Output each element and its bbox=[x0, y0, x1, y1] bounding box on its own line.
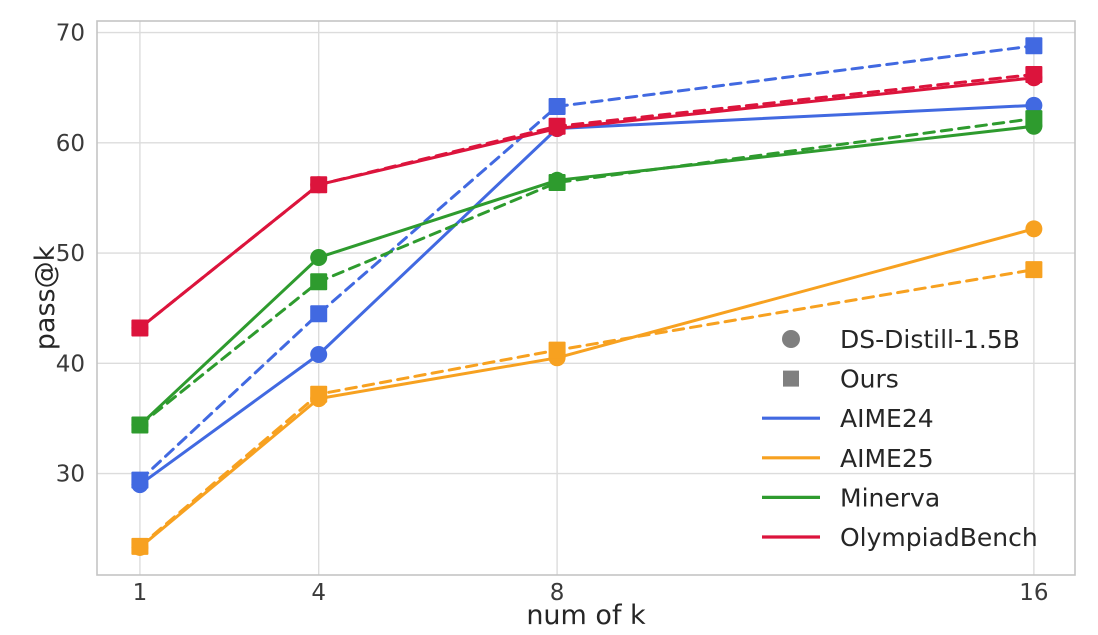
legend-label: Ours bbox=[840, 365, 899, 394]
marker-square-OlympiadBench bbox=[131, 319, 149, 337]
marker-square-OlympiadBench bbox=[310, 176, 328, 194]
marker-circle-Minerva bbox=[310, 248, 328, 266]
marker-square-Minerva bbox=[548, 174, 566, 192]
marker-square-OlympiadBench bbox=[548, 117, 566, 135]
marker-square-AIME24 bbox=[1025, 37, 1043, 55]
x-tick-label: 16 bbox=[1019, 580, 1048, 606]
y-tick-label: 70 bbox=[56, 21, 85, 47]
y-tick-label: 50 bbox=[56, 241, 85, 267]
series-line-Minerva-solid bbox=[138, 124, 1036, 427]
marker-square-AIME25 bbox=[310, 385, 328, 403]
plot-border bbox=[96, 20, 1076, 576]
y-tick-label: 60 bbox=[56, 131, 85, 157]
y-axis-label: pass@k bbox=[30, 245, 61, 350]
x-tick-label: 1 bbox=[133, 580, 148, 606]
legend-label: OlympiadBench bbox=[840, 523, 1038, 552]
legend-label: DS-Distill-1.5B bbox=[840, 325, 1020, 354]
series-line-AIME25-dashed bbox=[138, 268, 1036, 548]
x-tick-label: 4 bbox=[311, 580, 326, 606]
series-line-OlympiadBench-dashed bbox=[138, 72, 1036, 330]
x-tick-label: 8 bbox=[550, 580, 565, 606]
legend-square-marker bbox=[783, 370, 799, 387]
marker-square-Minerva bbox=[131, 416, 149, 434]
legend: DS-Distill-1.5B Ours AIME24 AIME25 Minerva Ol… bbox=[762, 325, 1038, 552]
marker-square-OlympiadBench bbox=[1025, 65, 1043, 83]
x-axis-label: num of k bbox=[526, 600, 646, 631]
marker-circle-AIME24 bbox=[1025, 96, 1043, 114]
series-line-Minerva-dashed bbox=[138, 117, 1036, 427]
marker-square-AIME25 bbox=[131, 537, 149, 555]
legend-label: AIME25 bbox=[840, 444, 934, 473]
tick-labels: 30 40 50 60 70 1 4 8 16 bbox=[56, 21, 1049, 606]
marker-square-AIME24 bbox=[310, 305, 328, 323]
series-line-OlympiadBench-solid bbox=[138, 76, 1036, 330]
marker-square-AIME24 bbox=[548, 97, 566, 115]
legend-circle-marker bbox=[782, 330, 800, 348]
marker-circle-AIME24 bbox=[310, 346, 328, 364]
series-line-AIME24-dashed bbox=[138, 44, 1036, 482]
marker-square-AIME25 bbox=[548, 341, 566, 359]
marker-circle-AIME25 bbox=[1025, 220, 1043, 238]
series-line-AIME25-solid bbox=[138, 227, 1036, 549]
y-tick-label: 40 bbox=[56, 351, 85, 377]
y-tick-label: 30 bbox=[56, 462, 85, 488]
marker-square-AIME25 bbox=[1025, 261, 1043, 279]
marker-square-Minerva bbox=[1025, 110, 1043, 128]
plot-spines bbox=[96, 20, 1076, 576]
marker-square-AIME24 bbox=[131, 471, 149, 489]
legend-label: Minerva bbox=[840, 483, 940, 512]
marker-square-Minerva bbox=[310, 273, 328, 291]
series-line-AIME24-solid bbox=[138, 103, 1036, 487]
series-layer bbox=[131, 37, 1043, 556]
legend-label: AIME24 bbox=[840, 404, 934, 433]
